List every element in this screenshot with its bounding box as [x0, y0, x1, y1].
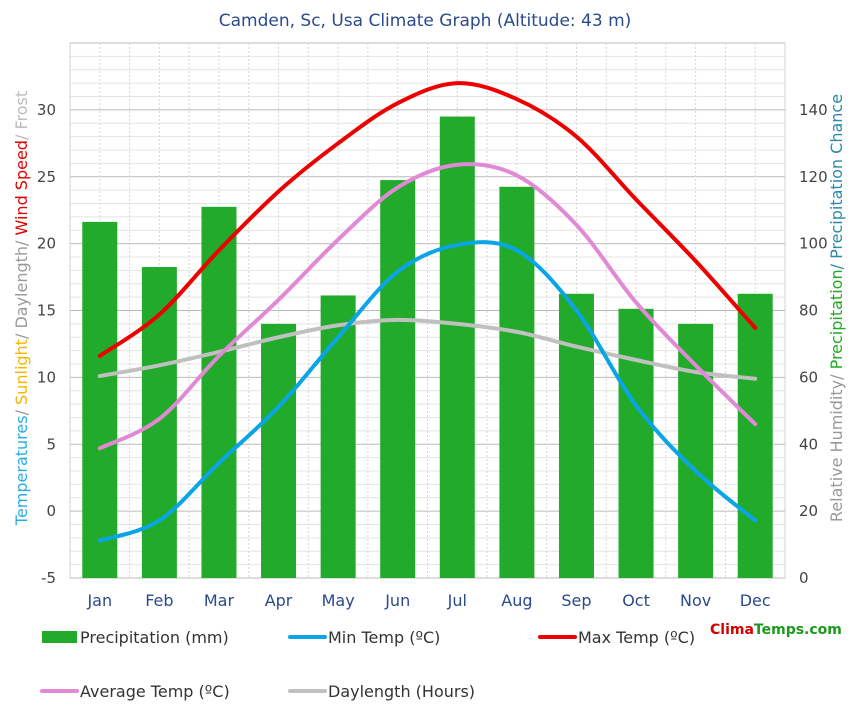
left-axis-label-part: Wind Speed — [12, 140, 31, 235]
left-axis-ticks: -5 0 5 10 15 20 25 30 — [37, 101, 56, 587]
line-min-temp-c — [97, 240, 758, 543]
month-label-jun: Jun — [384, 591, 410, 610]
legend-swatch-precipitation-mm — [42, 631, 77, 643]
right-axis-label-part: / — [827, 369, 846, 379]
precip-bar-mar — [201, 206, 237, 578]
precip-bar-oct — [618, 308, 654, 578]
legend-label-max-temp-c: Max Temp (ºC) — [578, 628, 695, 647]
right-axis-ticks: 0 20 40 60 80 100 120 140 — [799, 101, 828, 587]
precip-bar-jan — [82, 221, 118, 578]
legend-label-precipitation-mm: Precipitation (mm) — [80, 628, 229, 647]
precip-bar-may — [320, 295, 356, 578]
logo-part-clima: Clima — [710, 622, 754, 638]
left-tick-label: 5 — [46, 435, 56, 453]
left-axis-label-part: / — [12, 405, 31, 415]
left-tick-label: 15 — [37, 302, 56, 320]
month-label-mar: Mar — [204, 591, 235, 610]
right-tick-label: 120 — [799, 168, 828, 186]
left-tick-label: 20 — [37, 235, 56, 253]
month-label-dec: Dec — [740, 591, 771, 610]
right-tick-label: 60 — [799, 368, 818, 386]
precip-bar-sep — [558, 293, 594, 578]
climatemps-logo: ClimaTemps.com — [710, 622, 842, 638]
left-axis-label-part: / Frost — [12, 91, 31, 140]
left-tick-label: 30 — [37, 101, 56, 119]
left-axis-label-part: Sunlight — [12, 339, 31, 405]
month-label-nov: Nov — [680, 591, 711, 610]
precip-bar-dec — [737, 293, 773, 578]
right-tick-label: 100 — [799, 235, 828, 253]
left-tick-label: 25 — [37, 168, 56, 186]
line-daylength-hours — [97, 317, 758, 381]
left-axis-label: Temperatures/ Sunlight/ Daylength/ Wind … — [12, 91, 31, 526]
legend-label-average-temp-c: Average Temp (ºC) — [80, 682, 230, 701]
left-tick-label: 10 — [37, 368, 56, 386]
month-label-sep: Sep — [561, 591, 591, 610]
month-label-apr: Apr — [265, 591, 293, 610]
left-axis-label-part: / — [12, 235, 31, 245]
legend-label-min-temp-c: Min Temp (ºC) — [328, 628, 440, 647]
month-label-jan: Jan — [86, 591, 112, 610]
month-label-feb: Feb — [145, 591, 173, 610]
precip-bar-apr — [261, 323, 297, 578]
right-axis-label-part: / Precipitation Chance — [827, 94, 846, 269]
month-labels: Jan Feb Mar Apr May Jun Jul Aug Sep Oct Nov Dec — [86, 591, 770, 610]
right-axis-label-part: Relative Humidity — [827, 380, 846, 522]
temperature-lines — [97, 81, 758, 543]
right-tick-label: 0 — [799, 569, 809, 587]
month-label-jul: Jul — [447, 591, 467, 610]
right-axis-label: Relative Humidity/ Precipitation/ Precip… — [827, 94, 846, 522]
precipitation-bars — [82, 116, 773, 578]
month-label-oct: Oct — [622, 591, 650, 610]
logo-part-temps: Temps.com — [754, 622, 842, 638]
month-label-may: May — [322, 591, 355, 610]
legend-label-daylength-hours: Daylength (Hours) — [328, 682, 475, 701]
grid-lines — [69, 42, 786, 579]
precip-bar-jun — [380, 180, 416, 578]
left-tick-label: 0 — [46, 502, 56, 520]
left-tick-label: -5 — [41, 569, 56, 587]
right-tick-label: 40 — [799, 435, 818, 453]
left-axis-label-part: / Daylength — [12, 246, 31, 339]
right-tick-label: 20 — [799, 502, 818, 520]
right-tick-label: 80 — [799, 302, 818, 320]
precip-bar-jul — [439, 116, 475, 578]
chart-title: Camden, Sc, Usa Climate Graph (Altitude:… — [219, 11, 632, 31]
left-axis-label-part: Temperatures — [12, 415, 31, 526]
line-max-temp-c — [97, 81, 758, 358]
right-tick-label: 140 — [799, 101, 828, 119]
right-axis-label-part: Precipitation — [827, 269, 846, 369]
legend: Precipitation (mm) Min Temp (ºC) Max Temp … — [40, 628, 695, 701]
precip-bar-nov — [678, 323, 714, 578]
line-average-temp-c — [97, 162, 758, 451]
month-label-aug: Aug — [501, 591, 532, 610]
